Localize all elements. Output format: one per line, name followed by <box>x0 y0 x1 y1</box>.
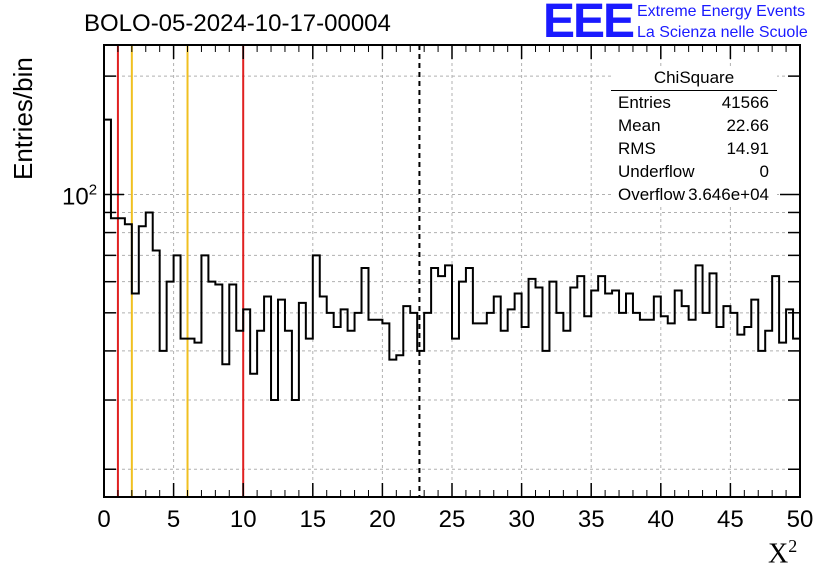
x-axis-label-superscript: 2 <box>788 536 798 556</box>
y-tick-labels: 102 <box>62 181 97 210</box>
stats-value: 0 <box>759 162 769 181</box>
x-tick-label: 40 <box>647 506 674 533</box>
x-tick-label: 25 <box>439 506 466 533</box>
x-tick-label: 15 <box>299 506 326 533</box>
x-tick-label: 0 <box>97 506 110 533</box>
stats-row-rms: RMS 14.91 <box>611 137 777 160</box>
stats-key: Mean <box>618 116 661 135</box>
stats-value: 3.646e+04 <box>688 185 769 204</box>
stats-row-entries: Entries 41566 <box>611 91 777 114</box>
histogram-series <box>104 118 800 402</box>
x-axis-label: X2 <box>768 536 797 570</box>
reference-lines <box>116 45 421 497</box>
eee-logo: EEE Extreme Energy Events La Scienza nel… <box>543 0 836 46</box>
stats-value: 41566 <box>721 93 769 112</box>
x-tick-label: 30 <box>508 506 535 533</box>
y-tick-label-base: 10 <box>62 183 89 210</box>
x-tick-label: 50 <box>787 506 814 533</box>
y-tick-label: 102 <box>62 181 97 210</box>
y-axis-label: Entries/bin <box>8 57 38 180</box>
stats-key: Entries <box>618 93 671 112</box>
x-axis-label-base: X <box>768 538 789 570</box>
plot-frame <box>103 44 801 498</box>
stats-value: 14.91 <box>726 139 769 158</box>
x-tick-label: 10 <box>230 506 257 533</box>
stats-value: 22.66 <box>726 116 769 135</box>
stats-title: ChiSquare <box>611 66 777 91</box>
x-tick-label: 35 <box>578 506 605 533</box>
logo-line-1: Extreme Energy Events <box>637 3 806 20</box>
stats-key: Underflow <box>618 162 695 181</box>
x-tick-label: 45 <box>717 506 744 533</box>
stats-row-overflow: Overflow 3.646e+04 <box>611 183 777 206</box>
stats-key: RMS <box>618 139 656 158</box>
x-tick-label: 20 <box>369 506 396 533</box>
stats-box: ChiSquare Entries 41566 Mean 22.66 RMS 14.9… <box>611 66 777 206</box>
stats-row-mean: Mean 22.66 <box>611 114 777 137</box>
y-tick-label-exponent: 2 <box>89 181 97 198</box>
x-tick-label: 5 <box>167 506 180 533</box>
chart-title: BOLO-05-2024-10-17-00004 <box>84 10 391 37</box>
stats-key: Overflow <box>618 185 686 204</box>
logo-mark: EEE <box>543 0 635 48</box>
x-tick-labels: 0 5 10 15 20 25 30 35 40 45 50 <box>97 506 813 533</box>
stats-row-underflow: Underflow 0 <box>611 160 777 183</box>
logo-line-2: La Scienza nelle Scuole <box>637 24 808 41</box>
